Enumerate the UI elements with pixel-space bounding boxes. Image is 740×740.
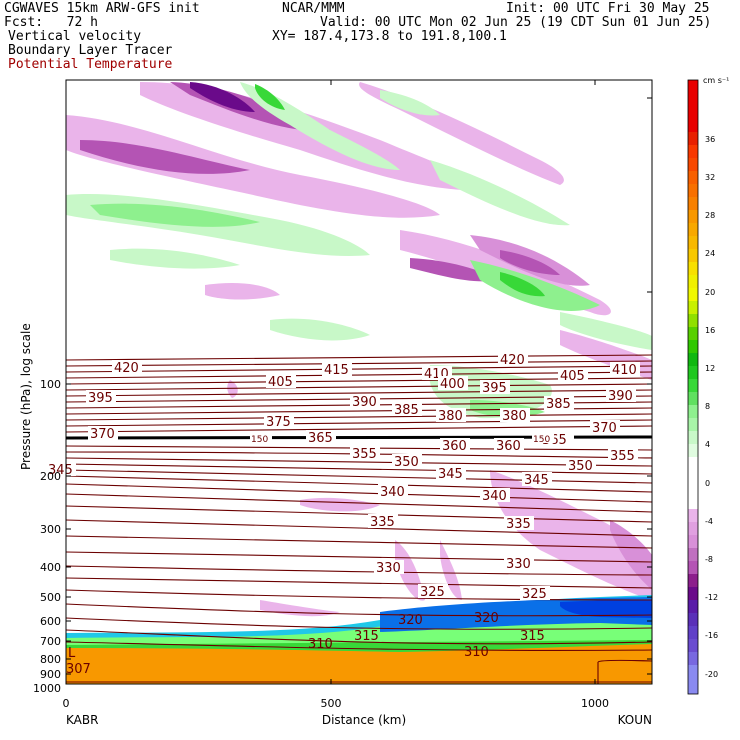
y-tick-200: 200 [40, 470, 61, 483]
cb-tick-neg20: -20 [705, 670, 718, 679]
theta-label-345b: 345 [438, 467, 463, 482]
cb-tick-12: 12 [705, 364, 715, 373]
theta-labels: 420 415 420 410 410 405 405 400 395 395 … [46, 352, 640, 677]
cb-tick-16: 16 [705, 326, 715, 335]
theta-label-355b: 355 [610, 449, 635, 464]
x-tick-1000: 1000 [581, 697, 609, 710]
forecast-hour: Fcst: 72 h [4, 15, 98, 30]
theta-label-320: 320 [398, 613, 423, 628]
theta-label-307: 307 [66, 662, 91, 677]
y-axis: 100 200 300 400 500 600 700 800 900 1000… [19, 97, 652, 695]
theta-label-360b: 360 [496, 439, 521, 454]
theta-label-340b: 340 [482, 489, 507, 504]
theta-label-395b: 395 [482, 381, 507, 396]
y-tick-300: 300 [40, 523, 61, 536]
cb-tick-28: 28 [705, 211, 715, 220]
theta-label-335: 335 [370, 515, 395, 530]
cb-tick-20: 20 [705, 288, 715, 297]
theta-label-345c: 345 [524, 473, 549, 488]
theta-label-420b: 420 [500, 353, 525, 368]
colorbar-units: cm s⁻¹ [703, 76, 729, 85]
tropopause-label-150b: 150 [533, 435, 550, 445]
theta-label-360: 360 [442, 439, 467, 454]
colorbar: cm s⁻¹ 36 32 28 24 20 16 12 8 4 0 -4 -8 … [687, 76, 729, 695]
theta-label-325b: 325 [522, 587, 547, 602]
cb-tick-8: 8 [705, 402, 710, 411]
theta-label-405: 405 [268, 375, 293, 390]
cb-tick-neg16: -16 [705, 631, 718, 640]
y-tick-800: 800 [40, 653, 61, 666]
theta-label-370: 370 [90, 427, 115, 442]
y-tick-600: 600 [40, 615, 61, 628]
x-endpoint-start: KABR [66, 713, 98, 727]
theta-label-390b: 390 [608, 389, 633, 404]
cb-tick-neg12: -12 [705, 593, 718, 602]
cb-tick-4: 4 [705, 440, 710, 449]
field-label-bl-tracer: Boundary Layer Tracer [8, 43, 173, 58]
x-tick-500: 500 [321, 697, 342, 710]
init-time: Init: 00 UTC Fri 30 May 25 [506, 1, 710, 16]
valid-time: Valid: 00 UTC Mon 02 Jun 25 (19 CDT Sun … [320, 15, 712, 30]
theta-label-340: 340 [380, 485, 405, 500]
theta-label-345: 345 [48, 463, 73, 478]
theta-label-310: 310 [308, 637, 333, 652]
theta-label-310b: 310 [464, 645, 489, 660]
cb-tick-0: 0 [705, 479, 710, 488]
theta-label-355: 355 [352, 447, 377, 462]
cb-tick-36: 36 [705, 135, 715, 144]
x-axis: 0 500 1000 KABR KOUN Distance (km) [63, 80, 652, 727]
tropopause-label-150: 150 [251, 435, 268, 445]
field-label-vertical-velocity: Vertical velocity [8, 29, 142, 44]
x-endpoint-end: KOUN [618, 713, 652, 727]
vertical-velocity-field [66, 82, 652, 632]
theta-label-320b: 320 [474, 611, 499, 626]
theta-label-330b: 330 [506, 557, 531, 572]
y-axis-label: Pressure (hPa), log scale [19, 323, 33, 470]
cb-tick-neg4: -4 [705, 517, 713, 526]
y-tick-400: 400 [40, 561, 61, 574]
field-label-potential-temperature: Potential Temperature [8, 57, 173, 72]
theta-label-385b: 385 [546, 397, 571, 412]
low-marker: L [68, 646, 76, 661]
theta-label-410b: 410 [612, 363, 637, 378]
theta-label-370b: 370 [592, 421, 617, 436]
x-axis-label: Distance (km) [322, 713, 406, 727]
y-tick-1000: 1000 [33, 682, 61, 695]
y-tick-700: 700 [40, 635, 61, 648]
theta-label-395: 395 [88, 391, 113, 406]
cb-tick-32: 32 [705, 173, 715, 182]
theta-label-400: 400 [440, 377, 465, 392]
theta-label-390: 390 [352, 395, 377, 410]
boundary-layer-tracer-field [66, 595, 652, 684]
theta-label-375: 375 [266, 415, 291, 430]
theta-label-405b: 405 [560, 369, 585, 384]
cb-tick-neg8: -8 [705, 555, 713, 564]
cross-section-endpoints: XY= 187.4,173.8 to 191.8,100.1 [272, 29, 507, 44]
theta-label-380b: 380 [502, 409, 527, 424]
x-tick-0: 0 [63, 697, 70, 710]
model-title: CGWAVES 15km ARW-GFS init [4, 1, 200, 16]
theta-label-420: 420 [114, 361, 139, 376]
theta-label-415: 415 [324, 363, 349, 378]
theta-label-325: 325 [420, 585, 445, 600]
plot-frame [65, 79, 653, 685]
theta-label-380: 380 [438, 409, 463, 424]
y-tick-500: 500 [40, 591, 61, 604]
theta-label-315: 315 [354, 629, 379, 644]
organization: NCAR/MMM [282, 1, 345, 16]
theta-label-350b: 350 [568, 459, 593, 474]
theta-label-335b: 335 [506, 517, 531, 532]
cb-tick-24: 24 [705, 249, 715, 258]
y-tick-900: 900 [40, 668, 61, 681]
theta-label-365: 365 [308, 431, 333, 446]
theta-label-315b: 315 [520, 629, 545, 644]
theta-label-330: 330 [376, 561, 401, 576]
y-tick-100: 100 [40, 378, 61, 391]
theta-label-385: 385 [394, 403, 419, 418]
theta-label-350: 350 [394, 455, 419, 470]
